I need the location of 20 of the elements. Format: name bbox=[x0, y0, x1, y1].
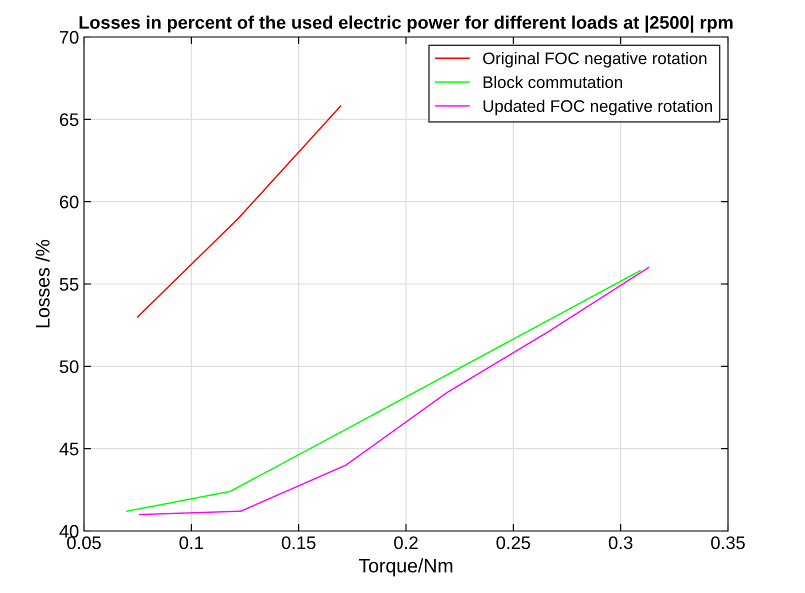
x-tick-label: 0.35 bbox=[711, 536, 745, 550]
y-tick-label: 40 bbox=[59, 524, 78, 538]
y-tick-label: 65 bbox=[60, 113, 78, 126]
y-tick-label: 50 bbox=[60, 360, 78, 374]
legend-label: Updated FOC negative rotation bbox=[484, 100, 712, 116]
chart-title: Losses in percent of the used electric power for different loads at |2500| rpm bbox=[80, 16, 733, 33]
y-tick-label: 60 bbox=[60, 196, 78, 208]
y-tick-label: 55 bbox=[60, 278, 78, 291]
x-tick-label: 0.25 bbox=[496, 536, 530, 550]
legend-label: Block commutation bbox=[484, 76, 622, 88]
x-tick-label: 0.1 bbox=[179, 536, 204, 550]
x-tick-label: 0.3 bbox=[608, 536, 632, 550]
x-tick-label: 0.2 bbox=[394, 536, 418, 550]
x-tick-label: 0.15 bbox=[282, 536, 316, 550]
x-tick-label: 0.05 bbox=[67, 536, 101, 550]
legend-label: Original FOC negative rotation bbox=[483, 52, 706, 68]
y-axis-title: Losses /% bbox=[35, 240, 50, 328]
y-tick-label: 45 bbox=[59, 442, 78, 456]
x-axis-title: Torque/Nm bbox=[358, 558, 452, 576]
y-tick-label: 70 bbox=[60, 30, 78, 44]
